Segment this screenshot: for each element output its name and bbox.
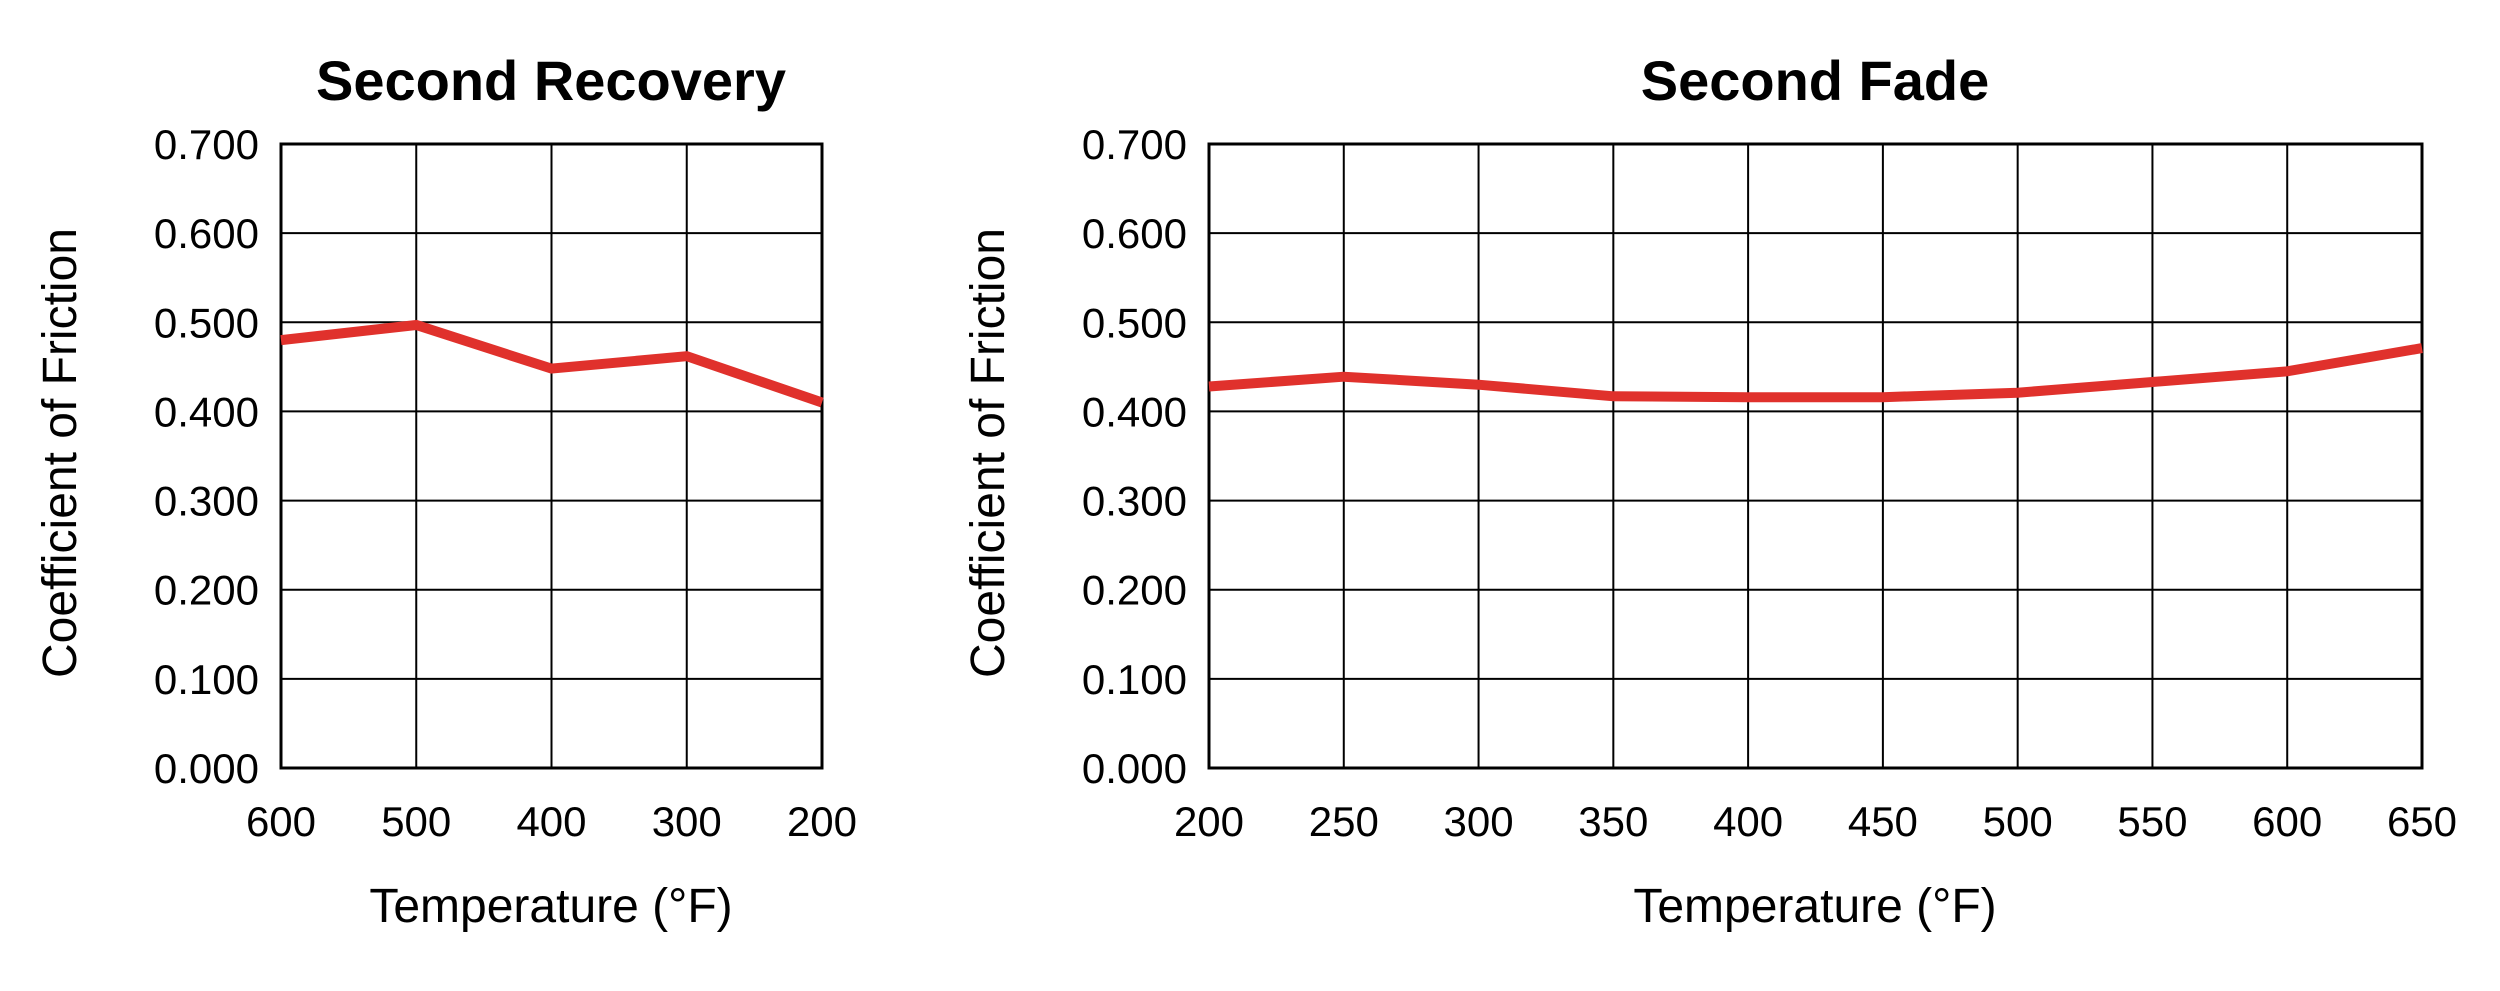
y-tick-label: 0.500 xyxy=(1082,299,1187,346)
x-tick-label: 200 xyxy=(787,798,857,845)
series-line xyxy=(1208,343,2423,403)
plot-frame xyxy=(279,142,824,770)
chart-title: Second Fade xyxy=(1641,49,1990,112)
x-tick-label: 300 xyxy=(1444,798,1514,845)
plot-frame xyxy=(1207,142,2424,770)
x-tick-label: 400 xyxy=(516,798,586,845)
x-tick-label: 500 xyxy=(381,798,451,845)
x-axis-label: Temperature (°F) xyxy=(369,880,732,933)
y-tick-label: 0.600 xyxy=(154,210,259,257)
second-fade-chart: Second Fade Coefficient of Friction Temp… xyxy=(962,49,2457,933)
y-tick-label: 0.000 xyxy=(1082,745,1187,792)
x-tick-label: 450 xyxy=(1848,798,1918,845)
series-line xyxy=(280,319,824,408)
y-tick-label: 0.700 xyxy=(1082,121,1187,168)
y-tick-label: 0.300 xyxy=(1082,478,1187,525)
x-tick-label: 250 xyxy=(1309,798,1379,845)
x-tick-label: 200 xyxy=(1174,798,1244,845)
y-tick-label: 0.200 xyxy=(154,567,259,614)
y-tick-label: 0.100 xyxy=(154,656,259,703)
x-tick-label: 600 xyxy=(2252,798,2322,845)
y-tick-label: 0.400 xyxy=(1082,388,1187,435)
y-tick-label: 0.400 xyxy=(154,388,259,435)
y-tick-label: 0.500 xyxy=(154,299,259,346)
y-tick-label: 0.300 xyxy=(154,478,259,525)
y-tick-label: 0.000 xyxy=(154,745,259,792)
y-axis-label: Coefficient of Friction xyxy=(34,228,87,678)
x-tick-label: 650 xyxy=(2387,798,2457,845)
chart-title: Second Recovery xyxy=(316,49,786,112)
x-tick-label: 550 xyxy=(2117,798,2187,845)
y-tick-label: 0.700 xyxy=(154,121,259,168)
x-axis-label: Temperature (°F) xyxy=(1633,880,1996,933)
y-tick-label: 0.200 xyxy=(1082,567,1187,614)
x-tick-label: 400 xyxy=(1713,798,1783,845)
y-tick-label: 0.100 xyxy=(1082,656,1187,703)
x-tick-label: 500 xyxy=(1983,798,2053,845)
x-tick-label: 300 xyxy=(652,798,722,845)
x-tick-label: 600 xyxy=(246,798,316,845)
x-tick-label: 350 xyxy=(1578,798,1648,845)
second-recovery-chart: Second Recovery Coefficient of Friction … xyxy=(34,49,857,933)
y-tick-label: 0.600 xyxy=(1082,210,1187,257)
y-axis-label: Coefficient of Friction xyxy=(962,228,1015,678)
